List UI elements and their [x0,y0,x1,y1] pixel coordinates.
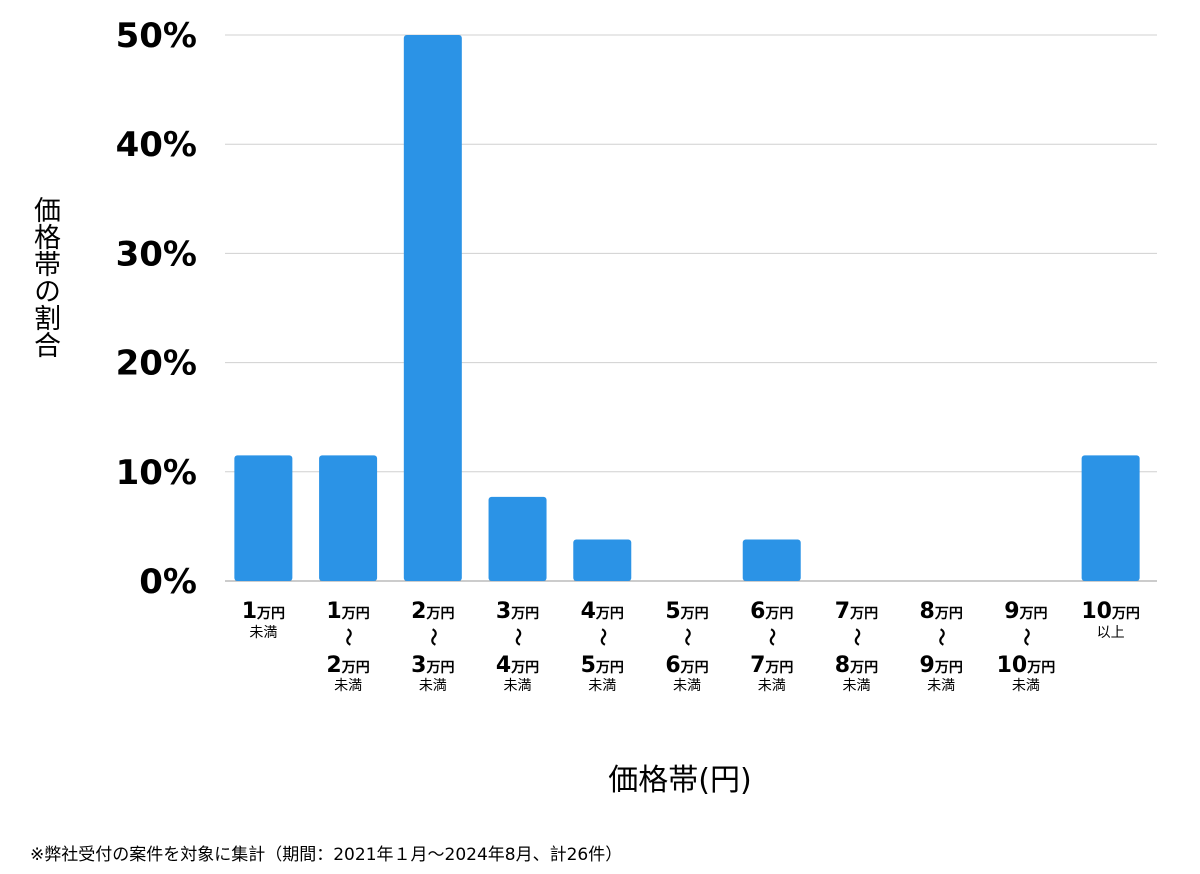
y-tick-label: 10% [116,453,197,493]
x-tick-label-upper: 10万円 [997,653,1056,678]
x-tick-label-lower: 3万円 [496,599,539,624]
range-mark: 〜 [930,628,951,646]
range-mark: 〜 [676,628,697,646]
y-tick-label: 40% [116,125,197,165]
x-tick-suffix: 未満 [504,678,532,694]
x-tick-label-lower: 10万円 [1081,599,1140,624]
x-tick-label-lower: 7万円 [835,599,878,624]
range-mark: 〜 [591,628,612,646]
x-tick-suffix: 未満 [842,678,870,694]
x-tick-label-lower: 5万円 [665,599,708,624]
y-tick-label: 30% [116,234,197,274]
x-tick-label-lower: 9万円 [1004,599,1047,624]
y-tick-label: 0% [139,562,197,602]
x-tick-suffix: 未満 [334,678,362,694]
x-tick-label-upper: 4万円 [496,653,539,678]
x-tick-label-upper: 7万円 [750,653,793,678]
range-mark: 〜 [337,628,358,646]
range-mark: 〜 [1015,628,1036,646]
bar [1081,455,1140,581]
x-tick-label-upper: 5万円 [581,653,624,678]
x-tick-suffix: 以上 [1097,625,1125,641]
x-tick-suffix: 未満 [758,678,786,694]
x-tick-label-lower: 4万円 [581,599,624,624]
x-axis-title: 価格帯(円) [608,763,752,798]
x-tick-label-upper: 8万円 [835,653,878,678]
bar [403,35,462,581]
y-axis-title: 価格帯の割合 [29,196,60,358]
x-tick-label-lower: 1万円 [326,599,369,624]
range-mark: 〜 [422,628,443,646]
x-tick-label-upper: 9万円 [920,653,963,678]
bar [573,539,632,581]
bar [234,455,293,581]
bar [319,455,378,581]
x-tick-label-lower: 8万円 [920,599,963,624]
x-tick-suffix: 未満 [588,678,616,694]
bar [488,496,547,581]
x-tick-suffix: 未満 [673,678,701,694]
x-tick-suffix: 未満 [419,678,447,694]
x-tick-suffix: 未満 [249,625,277,641]
range-mark: 〜 [507,628,528,646]
footnote: ※弊社受付の案件を対象に集計（期間：2021年１月〜2024年8月、計26件） [30,845,623,865]
range-mark: 〜 [761,628,782,646]
x-tick-suffix: 未満 [927,678,955,694]
x-tick-label-upper: 2万円 [326,653,369,678]
x-tick-label-lower: 6万円 [750,599,793,624]
bar [742,539,801,581]
x-tick-label-upper: 6万円 [665,653,708,678]
x-tick-label-upper: 3万円 [411,653,454,678]
bar-chart: 0%10%20%30%40%50%1万円未満1万円〜2万円未満2万円〜3万円未満… [116,16,1157,694]
y-tick-label: 50% [116,16,197,56]
x-tick-label-lower: 1万円 [242,599,285,624]
range-mark: 〜 [845,628,866,646]
y-tick-label: 20% [116,344,197,384]
x-tick-suffix: 未満 [1012,678,1040,694]
x-tick-label-lower: 2万円 [411,599,454,624]
